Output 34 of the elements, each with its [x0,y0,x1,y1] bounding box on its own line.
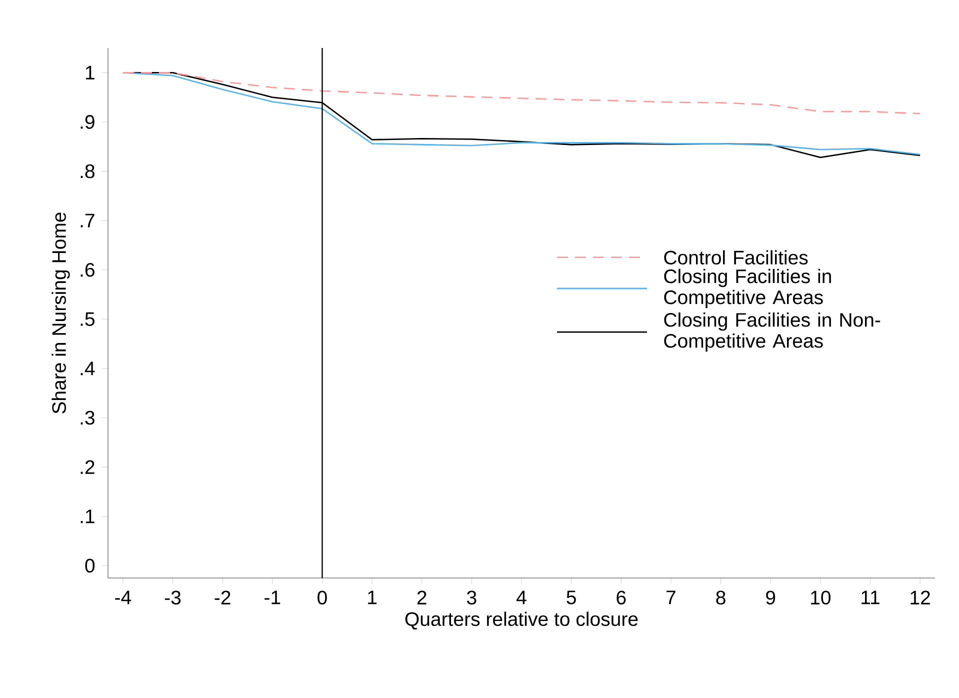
x-tick-label: 10 [811,590,830,604]
x-tick-label: 5 [566,590,576,604]
x-tick-label: 3 [467,590,476,604]
y-tick-label: .9 [80,115,94,129]
legend-label: Closing Facilities in Non-Competitive Areas [664,312,880,352]
x-tick-label: 2 [417,590,426,604]
x-tick-label: 7 [666,590,676,604]
y-tick-label: 1 [86,66,94,80]
y-tick-label: .5 [80,312,94,326]
y-tick-label: .2 [80,460,94,474]
legend-label: Closing Facilities in Competitive Areas [664,268,831,308]
x-tick-label: 1 [368,590,377,604]
y-tick-label: 0 [85,558,95,573]
x-tick-label: -4 [115,590,132,604]
y-axis-title: Share in Nursing Home [52,212,70,414]
y-tick-label: .1 [80,510,94,524]
x-tick-label: 9 [766,590,776,604]
x-tick-label: 0 [318,590,327,604]
x-axis-title: Quarters relative to closure [405,612,638,630]
line-series [122,72,921,114]
y-tick-label: .6 [80,262,94,277]
x-tick-label: 8 [716,590,726,604]
x-tick-label: -2 [214,590,230,604]
x-tick-label: 6 [616,590,626,604]
x-tick-label: -3 [164,590,181,604]
x-tick-label: 12 [910,590,930,604]
x-tick-label: -1 [264,590,280,604]
x-tick-label: 4 [516,590,526,604]
legend-label: Control Facilities [664,250,808,265]
y-tick-label: .3 [80,410,94,425]
x-tick-label: 11 [862,590,880,604]
y-tick-label: .8 [80,164,94,178]
y-tick-label: .7 [80,214,94,228]
y-tick-label: .4 [80,362,95,376]
